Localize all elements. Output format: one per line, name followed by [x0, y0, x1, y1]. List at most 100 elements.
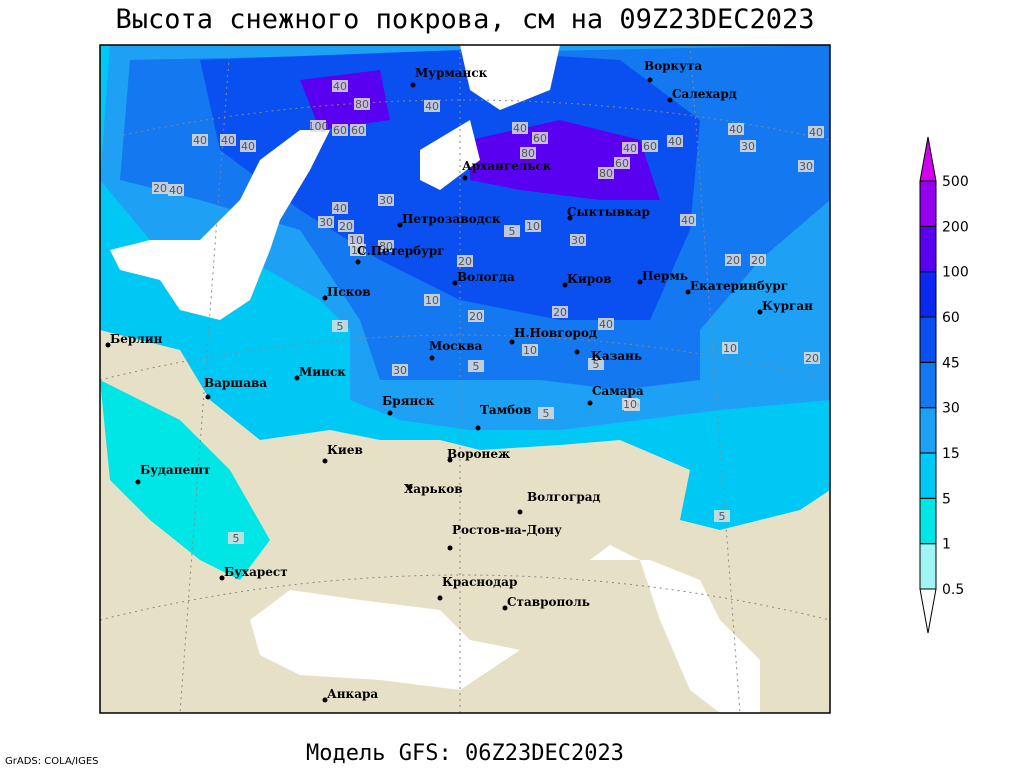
contour-label-bg — [570, 234, 586, 246]
contour-label-bg — [354, 98, 370, 110]
city-dot — [397, 222, 403, 228]
contour-label: 5 — [543, 407, 550, 420]
contour-label: 5 — [509, 225, 516, 238]
city-label: Курган — [762, 299, 813, 313]
city-label: Киров — [567, 272, 612, 286]
city-dot — [205, 394, 211, 400]
contour-label: 20 — [805, 352, 819, 365]
city-dot — [322, 295, 328, 301]
contour-label: 60 — [615, 157, 629, 170]
sea — [420, 120, 480, 190]
contour-label: 60 — [643, 140, 657, 153]
city-dot — [667, 97, 673, 103]
contour-label: 40 — [333, 80, 347, 93]
contour-label: 30 — [571, 234, 585, 247]
contour-label-bg — [350, 124, 366, 136]
snow-area — [100, 380, 270, 580]
city-label: Мурманск — [415, 66, 488, 80]
city-label: Краснодар — [442, 575, 517, 589]
city-label: Петрозаводск — [402, 212, 501, 226]
colorbar-label: 100 — [942, 265, 969, 281]
city-dot — [429, 355, 435, 361]
contour-label-bg — [424, 100, 440, 112]
contour-label-bg — [350, 244, 366, 256]
contour-label: 30 — [799, 160, 813, 173]
contour-label-bg — [532, 132, 548, 144]
city-label: Н.Новгород — [514, 326, 597, 340]
city-label: Харьков — [404, 482, 463, 496]
colorbar-label: 5 — [942, 491, 951, 507]
city-dot — [502, 605, 508, 611]
contour-label-bg — [318, 216, 334, 228]
city-label: Волгоград — [527, 490, 600, 504]
contour-label: 40 — [729, 123, 743, 136]
contour-label: 40 — [193, 134, 207, 147]
city-dot — [447, 457, 453, 463]
city-dot — [757, 309, 763, 315]
contour-label: 40 — [425, 100, 439, 113]
city-label: Киев — [327, 443, 363, 457]
city-dot — [562, 282, 568, 288]
contour-label-bg — [332, 124, 348, 136]
contour-label-bg — [750, 254, 766, 266]
contour-label: 100 — [308, 120, 329, 133]
colorbar-band — [919, 543, 937, 590]
contour-label: 60 — [351, 124, 365, 137]
colorbar-end — [919, 136, 937, 182]
contour-label-bg — [220, 134, 236, 146]
contour-label: 10 — [351, 244, 365, 257]
contour-label-bg — [808, 126, 824, 138]
contour-label: 40 — [599, 318, 613, 331]
contour-label-bg — [338, 220, 354, 232]
colorbar-band — [919, 316, 937, 363]
contour-label-bg — [310, 120, 326, 132]
city-dot — [587, 400, 593, 406]
colorbar-label: 0.5 — [942, 582, 964, 598]
city-dot — [387, 410, 393, 416]
city-label: Анкара — [327, 687, 378, 701]
contour-label-bg — [614, 157, 630, 169]
city-label: Пермь — [642, 269, 688, 283]
colorbar-label: 1 — [942, 537, 951, 553]
colorbar-band — [919, 407, 937, 454]
colorbar-label: 60 — [942, 310, 960, 326]
contour-label: 40 — [668, 135, 682, 148]
contour-label: 5 — [719, 510, 726, 523]
city-dot — [475, 425, 481, 431]
sea — [590, 545, 760, 713]
city-label: С.Петербург — [357, 244, 445, 258]
contour-label-bg — [798, 160, 814, 172]
contour-label: 80 — [521, 147, 535, 160]
contour-label-bg — [725, 254, 741, 266]
contour-label: 80 — [599, 167, 613, 180]
city-dot — [437, 595, 443, 601]
city-label: Будапешт — [140, 463, 210, 477]
contour-label-bg — [522, 344, 538, 356]
colorbar-label: 200 — [942, 219, 969, 235]
contour-label: 40 — [333, 202, 347, 215]
city-dot — [574, 349, 580, 355]
contour-label-bg — [168, 184, 184, 196]
city-label: Псков — [327, 285, 371, 299]
credit: GrADS: COLA/IGES — [5, 756, 99, 767]
sea — [460, 45, 560, 110]
contour-label-bg — [520, 147, 536, 159]
contour-label-bg — [332, 320, 348, 332]
colorbar-band — [919, 452, 937, 499]
contour-label: 40 — [623, 142, 637, 155]
contour-label: 80 — [355, 98, 369, 111]
contour-label-bg — [667, 135, 683, 147]
city-label: Екатеринбург — [690, 279, 788, 293]
contour-label: 40 — [809, 126, 823, 139]
contour-label: 5 — [473, 360, 480, 373]
contour-label-bg — [622, 142, 638, 154]
city-dot — [462, 175, 468, 181]
contour-label: 60 — [333, 124, 347, 137]
contour-label-bg — [192, 134, 208, 146]
city-label: Казань — [591, 349, 642, 363]
city-label: Тамбов — [480, 403, 531, 417]
contour-label-bg — [424, 294, 440, 306]
contour-label-bg — [348, 234, 364, 246]
